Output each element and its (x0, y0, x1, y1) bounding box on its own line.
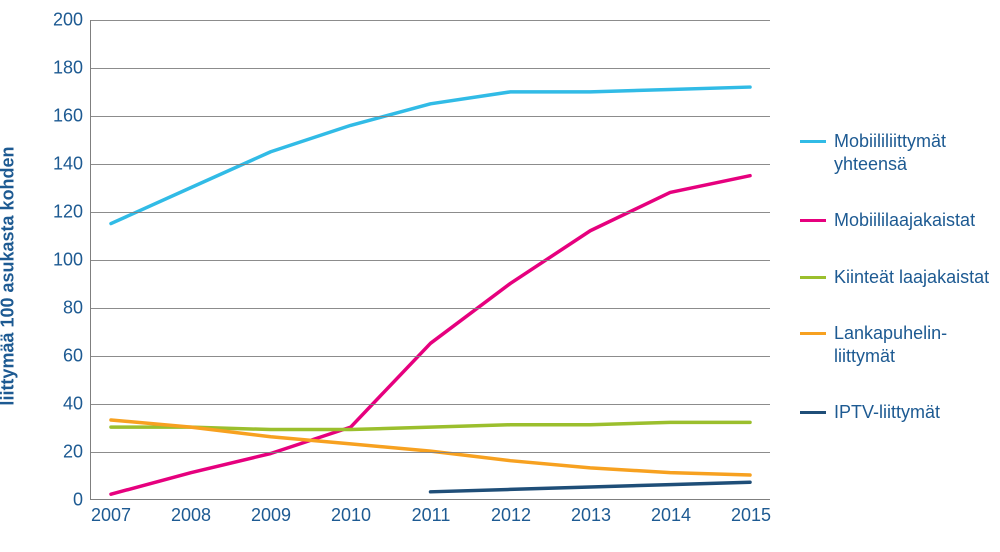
y-tick-label: 140 (53, 154, 91, 175)
legend-swatch (800, 276, 826, 279)
legend-swatch (800, 140, 826, 143)
legend-item-iptv: IPTV-​liittymät (800, 401, 990, 424)
gridline (91, 212, 770, 213)
gridline (91, 404, 770, 405)
gridline (91, 452, 770, 453)
legend-label: IPTV-​liittymät (834, 401, 940, 424)
x-tick-label: 2011 (412, 499, 451, 526)
gridline (91, 308, 770, 309)
x-tick-label: 2015 (731, 499, 771, 526)
series-line-iptv (431, 482, 751, 492)
legend-label: Kiinteät laajakaistat (834, 266, 989, 289)
legend-item-kiinteat-laajakaistat: Kiinteät laajakaistat (800, 266, 990, 289)
legend-label: Lankapuhelin-​liittymät (834, 322, 990, 367)
x-tick-label: 2009 (251, 499, 291, 526)
series-line-mobiililaajakaistat (111, 176, 750, 495)
gridline (91, 164, 770, 165)
x-tick-label: 2014 (651, 499, 691, 526)
y-axis-title: liittymää 100 asukasta kohden (0, 146, 19, 405)
y-tick-label: 80 (63, 298, 91, 319)
gridline (91, 260, 770, 261)
legend-label: Mobiililaajakaistat (834, 209, 975, 232)
y-tick-label: 100 (53, 250, 91, 271)
legend-item-mobiili-yhteensa: Mobiililiittymät yhteensä (800, 130, 990, 175)
x-tick-label: 2008 (171, 499, 211, 526)
x-tick-label: 2010 (331, 499, 371, 526)
x-tick-label: 2007 (91, 499, 131, 526)
plot-area: 0204060801001201401601802002007200820092… (90, 20, 770, 500)
legend: Mobiililiittymät yhteensä Mobiililaajakai… (800, 130, 990, 458)
legend-swatch (800, 219, 826, 222)
legend-swatch (800, 332, 826, 335)
legend-swatch (800, 411, 826, 414)
y-tick-label: 40 (63, 394, 91, 415)
y-tick-label: 20 (63, 442, 91, 463)
legend-item-mobiililaajakaistat: Mobiililaajakaistat (800, 209, 990, 232)
y-tick-label: 200 (53, 10, 91, 31)
legend-label: Mobiililiittymät yhteensä (834, 130, 990, 175)
series-line-mobiili-yhteensa (111, 87, 750, 224)
gridline (91, 116, 770, 117)
gridline (91, 356, 770, 357)
y-tick-label: 0 (73, 490, 91, 511)
y-tick-label: 120 (53, 202, 91, 223)
y-tick-label: 60 (63, 346, 91, 367)
line-chart: liittymää 100 asukasta kohden 0204060801… (0, 0, 1000, 552)
x-tick-label: 2013 (571, 499, 611, 526)
gridline (91, 68, 770, 69)
gridline (91, 20, 770, 21)
x-tick-label: 2012 (491, 499, 531, 526)
y-tick-label: 180 (53, 58, 91, 79)
y-tick-label: 160 (53, 106, 91, 127)
legend-item-lankapuhelin: Lankapuhelin-​liittymät (800, 322, 990, 367)
